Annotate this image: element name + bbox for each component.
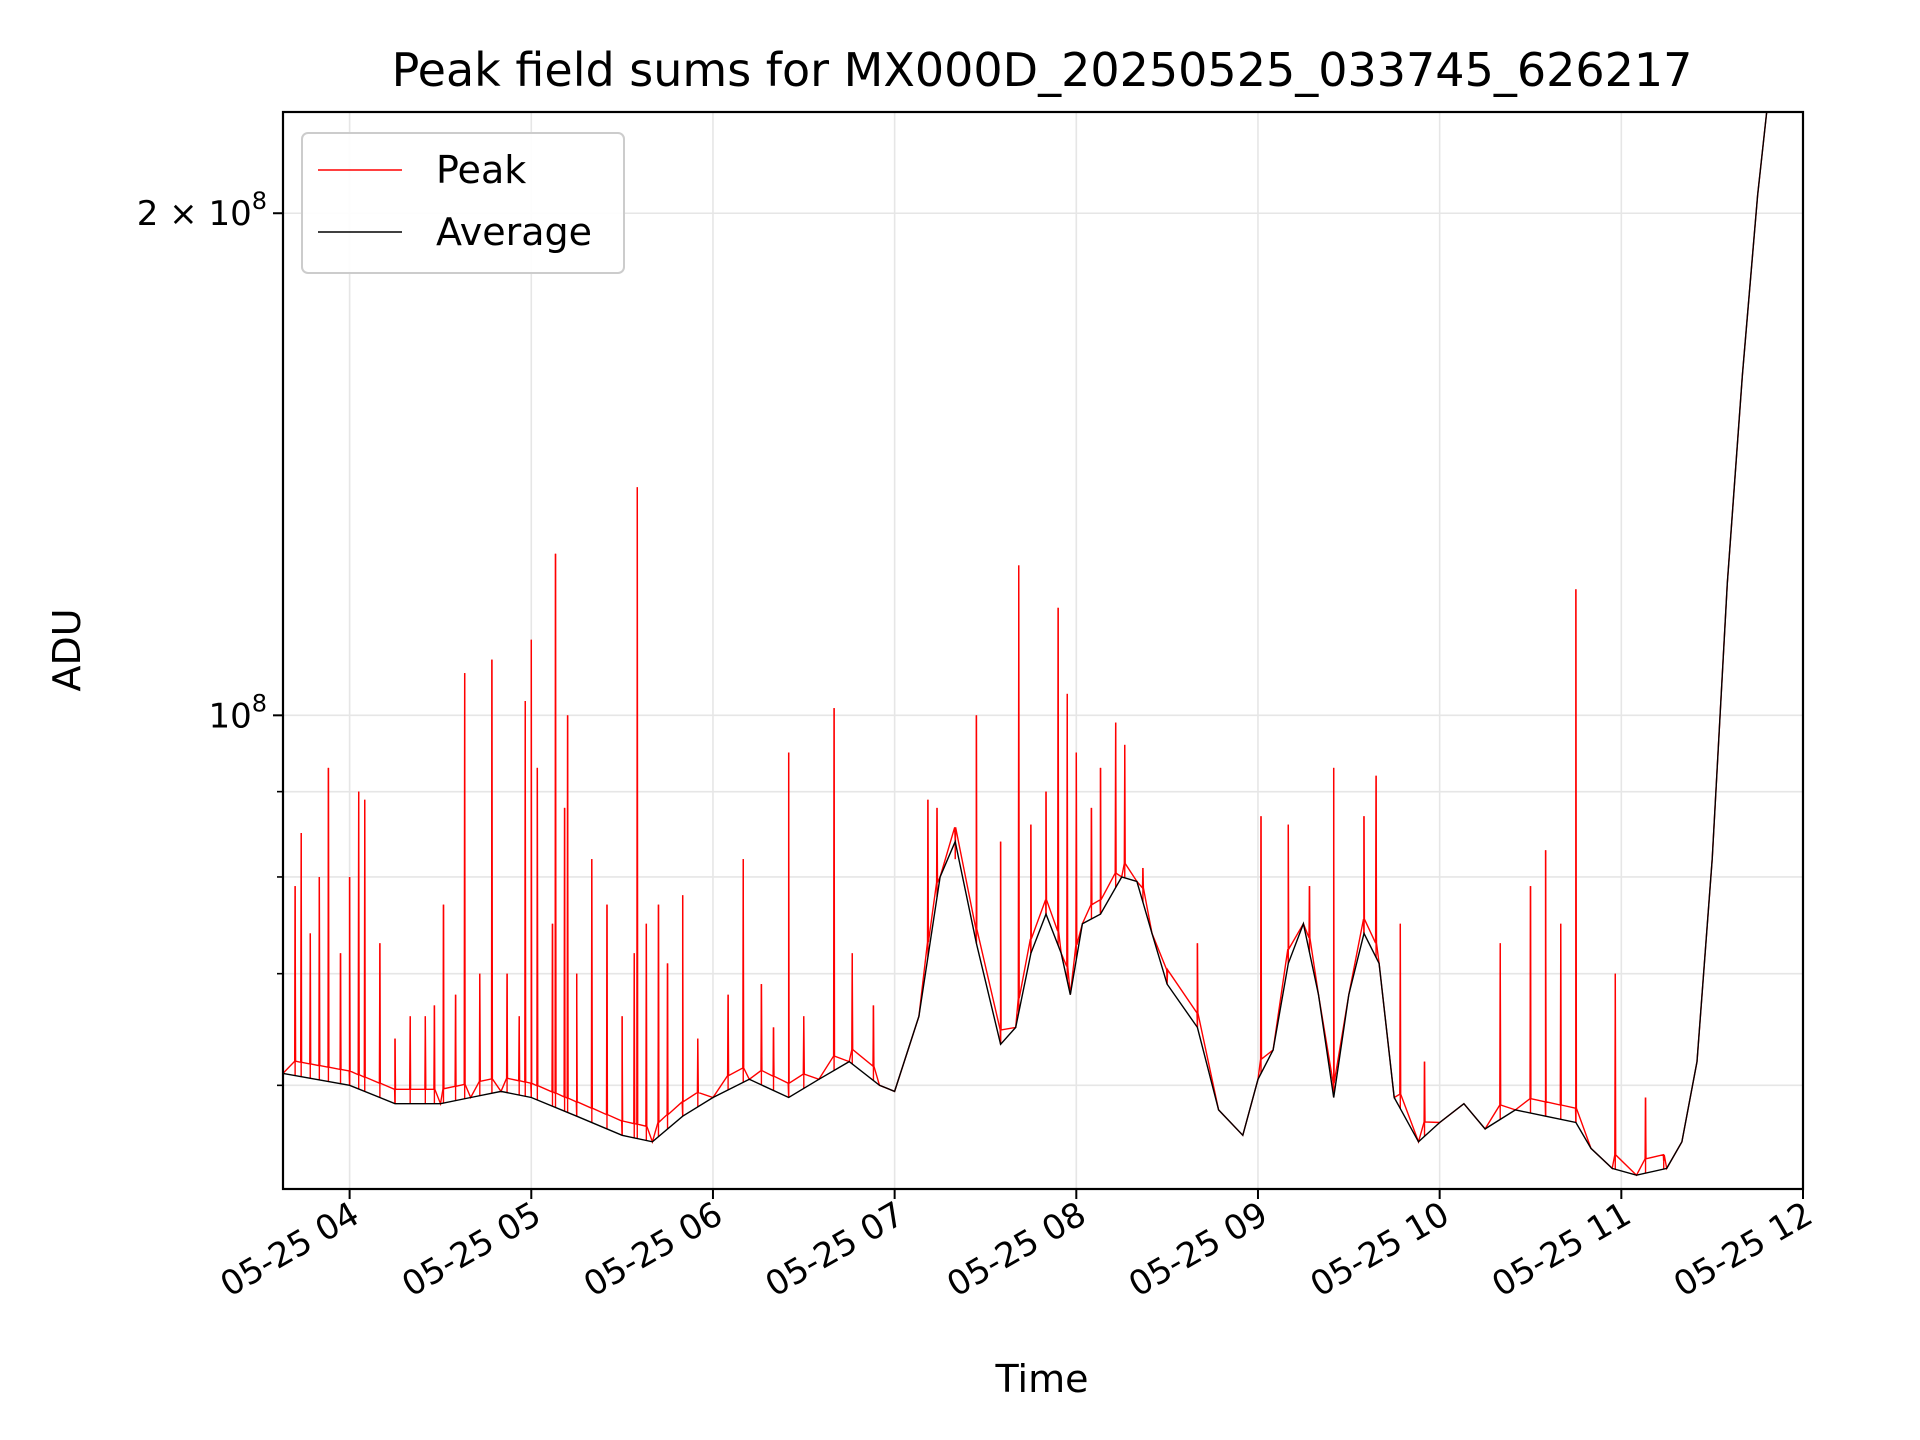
legend[interactable]: Peak Average xyxy=(301,132,625,274)
legend-label-average: Average xyxy=(436,210,592,254)
x-axis-label: Time xyxy=(995,1357,1089,1401)
series-line-average xyxy=(283,112,1768,1176)
y-axis-label: ADU xyxy=(45,608,89,691)
y-tick-label: 2 × 108 xyxy=(137,187,267,234)
y-tick-label: 108 xyxy=(208,689,267,736)
legend-box xyxy=(301,132,625,274)
y-axis: 108 2 × 108 xyxy=(137,187,283,1087)
legend-label-peak: Peak xyxy=(436,148,526,192)
axes-frame xyxy=(281,110,1805,1191)
chart-title: Peak field sums for MX000D_20250525_0337… xyxy=(392,43,1693,97)
plot-area xyxy=(283,112,1768,1177)
